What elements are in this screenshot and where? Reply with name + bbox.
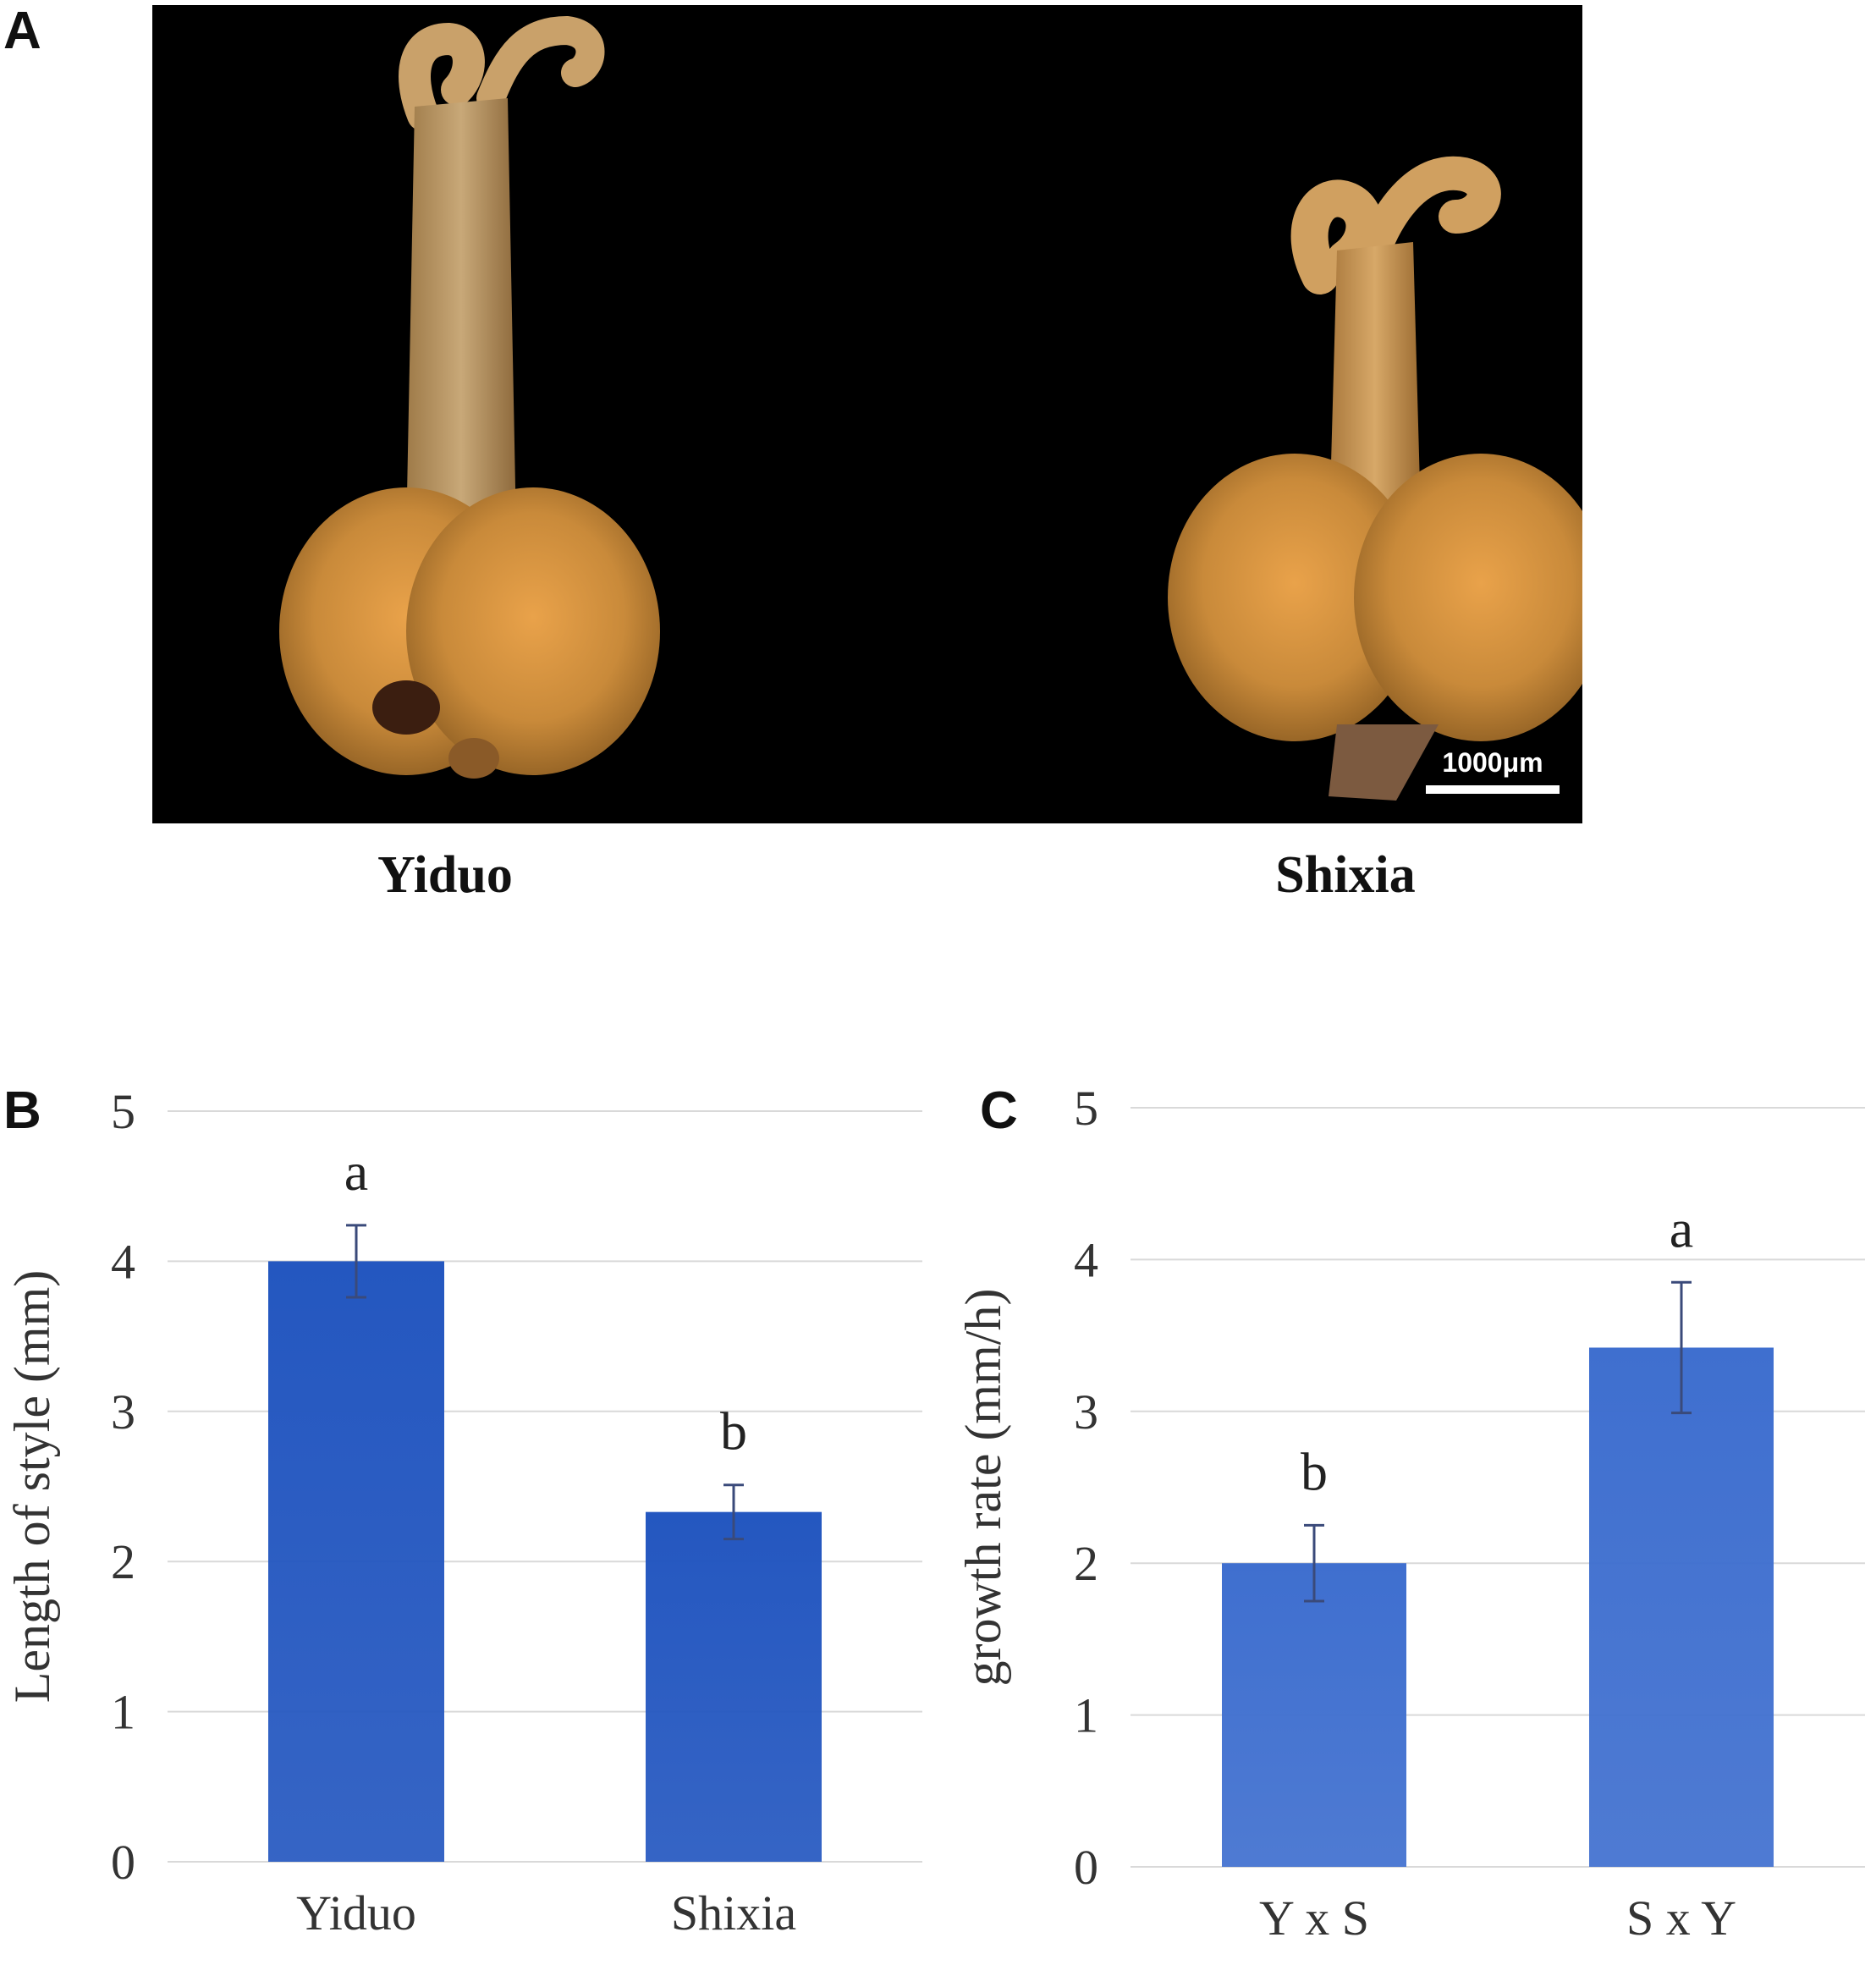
- panel-letter-a: A: [3, 2, 41, 60]
- pistil-micrograph: 1000μm: [279, 15, 1582, 801]
- chart-growth-rate: 0 1 2 3 4 5 growth rate (mm/h) b Y x S a S x Y: [955, 1066, 1876, 1972]
- chart-b-y-tick-label: 2: [111, 1534, 135, 1589]
- micrograph-photo: 1000μm: [152, 5, 1582, 823]
- chart-c-y-tick-label: 1: [1074, 1688, 1098, 1743]
- chart-b-y-tick-label: 5: [111, 1084, 135, 1139]
- panel-letter-b: B: [3, 1082, 41, 1140]
- chart-c-bar: [1589, 1347, 1774, 1867]
- chart-c-significance-label: b: [1301, 1441, 1328, 1501]
- chart-style-length: 0 1 2 3 4 5 Length of style (mm) a Yiduo b Shixia: [0, 1066, 948, 1972]
- scale-bar: [1426, 785, 1560, 794]
- chart-b-bar: [646, 1511, 822, 1862]
- caption-yiduo: Yiduo: [377, 846, 513, 904]
- caption-shixia: Shixia: [1275, 846, 1416, 904]
- chart-c-significance-label: a: [1670, 1198, 1693, 1258]
- chart-c-y-tick-label: 5: [1074, 1081, 1098, 1136]
- chart-b-significance-label: a: [344, 1142, 368, 1202]
- chart-b-y-tick-label: 3: [111, 1384, 135, 1439]
- chart-b-category-label: Shixia: [671, 1885, 796, 1940]
- chart-b-y-axis-label: Length of style (mm): [4, 1270, 60, 1704]
- chart-c-svg: 0 1 2 3 4 5 growth rate (mm/h) b Y x S a S x Y: [955, 1081, 1865, 1946]
- chart-b-y-tick-label: 4: [111, 1234, 135, 1289]
- shixia-pistil: [1168, 156, 1582, 801]
- chart-b-y-tick-label: 1: [111, 1685, 135, 1740]
- yiduo-pistil: [279, 15, 660, 779]
- panel-letter-c: C: [980, 1082, 1018, 1140]
- chart-c-y-tick-label: 4: [1074, 1232, 1098, 1287]
- chart-b-y-tick-label: 0: [111, 1835, 135, 1890]
- chart-b-svg: 0 1 2 3 4 5 Length of style (mm) a Yiduo b Shixia: [4, 1084, 922, 1940]
- chart-c-y-tick-label: 0: [1074, 1840, 1098, 1895]
- chart-b-category-label: Yiduo: [296, 1885, 416, 1940]
- chart-b-significance-label: b: [720, 1401, 747, 1461]
- scale-bar-label: 1000μm: [1442, 747, 1543, 778]
- chart-c-y-axis-label: growth rate (mm/h): [955, 1289, 1011, 1687]
- chart-c-bar: [1222, 1563, 1406, 1867]
- chart-c-y-tick-label: 3: [1074, 1384, 1098, 1439]
- chart-c-y-tick-label: 2: [1074, 1536, 1098, 1591]
- chart-c-category-label: S x Y: [1626, 1891, 1736, 1946]
- chart-c-category-label: Y x S: [1259, 1891, 1369, 1946]
- chart-b-bar: [268, 1261, 444, 1862]
